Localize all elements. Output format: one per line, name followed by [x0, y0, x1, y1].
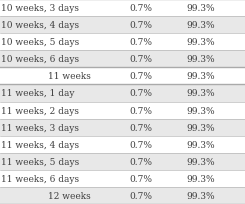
Text: 0.7%: 0.7%	[129, 191, 152, 200]
FancyBboxPatch shape	[0, 136, 245, 153]
Text: 0.7%: 0.7%	[129, 55, 152, 64]
Text: 99.3%: 99.3%	[187, 21, 215, 30]
Text: 0.7%: 0.7%	[129, 123, 152, 132]
Text: 10 weeks, 3 days: 10 weeks, 3 days	[1, 4, 79, 13]
Text: 99.3%: 99.3%	[187, 191, 215, 200]
Text: 99.3%: 99.3%	[187, 140, 215, 149]
FancyBboxPatch shape	[0, 170, 245, 187]
Text: 99.3%: 99.3%	[187, 174, 215, 183]
Text: 12 weeks: 12 weeks	[49, 191, 91, 200]
Text: 99.3%: 99.3%	[187, 157, 215, 166]
FancyBboxPatch shape	[0, 187, 245, 204]
Text: 99.3%: 99.3%	[187, 106, 215, 115]
Text: 0.7%: 0.7%	[129, 174, 152, 183]
Text: 10 weeks, 5 days: 10 weeks, 5 days	[1, 38, 79, 47]
FancyBboxPatch shape	[0, 51, 245, 68]
Text: 0.7%: 0.7%	[129, 89, 152, 98]
Text: 11 weeks, 6 days: 11 weeks, 6 days	[1, 174, 79, 183]
Text: 99.3%: 99.3%	[187, 72, 215, 81]
FancyBboxPatch shape	[0, 0, 245, 17]
FancyBboxPatch shape	[0, 17, 245, 34]
Text: 99.3%: 99.3%	[187, 4, 215, 13]
Text: 0.7%: 0.7%	[129, 157, 152, 166]
Text: 0.7%: 0.7%	[129, 21, 152, 30]
Text: 10 weeks, 6 days: 10 weeks, 6 days	[1, 55, 79, 64]
Text: 11 weeks, 1 day: 11 weeks, 1 day	[1, 89, 75, 98]
Text: 10 weeks, 4 days: 10 weeks, 4 days	[1, 21, 79, 30]
Text: 11 weeks, 2 days: 11 weeks, 2 days	[1, 106, 79, 115]
Text: 11 weeks, 3 days: 11 weeks, 3 days	[1, 123, 79, 132]
FancyBboxPatch shape	[0, 119, 245, 136]
Text: 0.7%: 0.7%	[129, 4, 152, 13]
Text: 99.3%: 99.3%	[187, 89, 215, 98]
Text: 0.7%: 0.7%	[129, 72, 152, 81]
Text: 11 weeks, 4 days: 11 weeks, 4 days	[1, 140, 79, 149]
Text: 11 weeks, 5 days: 11 weeks, 5 days	[1, 157, 79, 166]
Text: 11 weeks: 11 weeks	[48, 72, 91, 81]
Text: 99.3%: 99.3%	[187, 55, 215, 64]
FancyBboxPatch shape	[0, 102, 245, 119]
Text: 0.7%: 0.7%	[129, 140, 152, 149]
FancyBboxPatch shape	[0, 153, 245, 170]
FancyBboxPatch shape	[0, 68, 245, 85]
Text: 0.7%: 0.7%	[129, 38, 152, 47]
FancyBboxPatch shape	[0, 34, 245, 51]
Text: 99.3%: 99.3%	[187, 38, 215, 47]
FancyBboxPatch shape	[0, 85, 245, 102]
Text: 99.3%: 99.3%	[187, 123, 215, 132]
Text: 0.7%: 0.7%	[129, 106, 152, 115]
